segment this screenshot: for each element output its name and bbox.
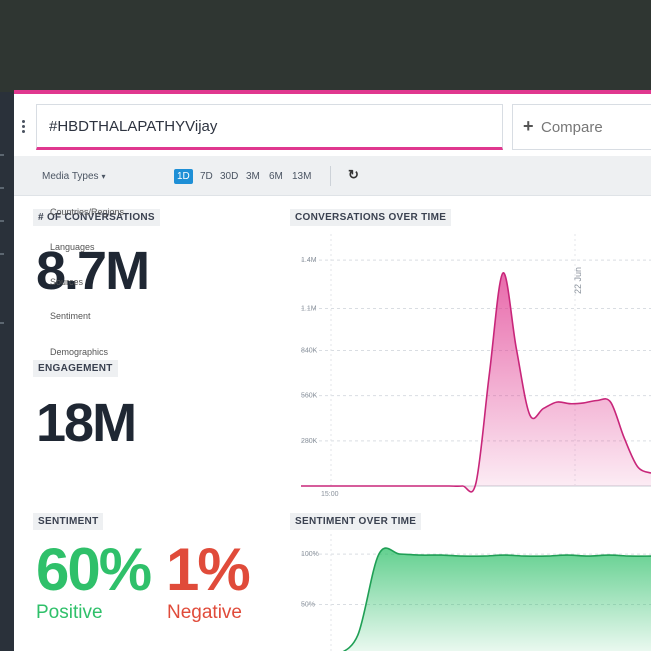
date-annotation: 22 Jun [573, 267, 583, 294]
sentiment-chart-title: SENTIMENT OVER TIME [290, 513, 422, 530]
conversations-over-time-chart: 1.4M 1.1M 840K 560K 280K 15:00 22 Jun [301, 234, 651, 498]
y-tick-label: 50% [301, 602, 315, 609]
dropdown-item-languages[interactable]: Languages [50, 242, 95, 252]
sentiment-over-time-chart: 100% 50% [301, 534, 651, 651]
series-line [301, 272, 651, 493]
compare-label: Compare [541, 119, 603, 136]
series-area [301, 272, 651, 492]
range-30d-button[interactable]: 30D [220, 171, 239, 182]
dropdown-item-sentiment[interactable]: Sentiment [50, 311, 91, 321]
positive-label: Positive [36, 602, 103, 623]
refresh-icon[interactable]: ↻ [348, 167, 359, 182]
range-6m-button[interactable]: 6M [269, 171, 283, 182]
query-text: #HBDTHALAPATHYVijay [49, 118, 218, 135]
range-1d-button[interactable]: 1D [174, 169, 193, 184]
y-tick-label: 1.1M [301, 306, 317, 313]
plus-icon: + [523, 116, 534, 136]
more-options-icon[interactable] [18, 118, 28, 138]
x-tick-label: 15:00 [321, 491, 339, 498]
sentiment-title: SENTIMENT [33, 513, 104, 530]
side-rail-marker [0, 322, 4, 324]
y-tick-label: 560K [301, 393, 318, 400]
y-tick-label: 1.4M [301, 257, 317, 264]
series-line [342, 547, 651, 651]
engagement-value: 18M [36, 393, 137, 453]
side-rail-marker [0, 187, 4, 189]
conversations-title: # OF CONVERSATIONS [33, 209, 160, 226]
side-rail-marker [0, 253, 4, 255]
negative-value: 1% [166, 536, 251, 603]
positive-value: 60% [36, 536, 152, 603]
search-query-input[interactable]: #HBDTHALAPATHYVijay [36, 104, 503, 150]
engagement-title: ENGAGEMENT [33, 360, 118, 377]
range-3m-button[interactable]: 3M [246, 171, 260, 182]
conversations-chart-title: CONVERSATIONS OVER TIME [290, 209, 452, 226]
media-types-label: Media Types [42, 171, 99, 182]
window-top-bar [0, 0, 651, 90]
dropdown-item-sources[interactable]: Sources [50, 277, 84, 287]
series-area [344, 548, 651, 651]
range-13m-button[interactable]: 13M [292, 171, 312, 182]
y-tick-label: 840K [301, 347, 318, 354]
dropdown-item-countries[interactable]: Countries/Regions [50, 207, 125, 217]
dropdown-item-demographics[interactable]: Demographics [50, 347, 109, 357]
query-row: #HBDTHALAPATHYVijay + Compare [14, 104, 651, 154]
y-tick-label: 280K [301, 438, 318, 445]
media-types-dropdown[interactable]: Media Types ▾ [42, 171, 106, 182]
range-7d-button[interactable]: 7D [200, 171, 213, 182]
y-tick-label: 100% [301, 551, 319, 558]
side-rail-marker [0, 154, 4, 156]
divider [330, 166, 331, 186]
caret-down-icon: ▾ [101, 172, 106, 181]
side-rail [0, 92, 14, 651]
negative-label: Negative [167, 602, 242, 623]
filter-bar: Media Types ▾ 1D 7D 30D 3M 6M 13M ↻ [14, 156, 651, 196]
conversations-value: 8.7M [36, 241, 150, 301]
compare-button[interactable]: + Compare [512, 104, 651, 150]
side-rail-marker [0, 220, 4, 222]
app-panel: #HBDTHALAPATHYVijay + Compare Media Type… [14, 90, 651, 651]
